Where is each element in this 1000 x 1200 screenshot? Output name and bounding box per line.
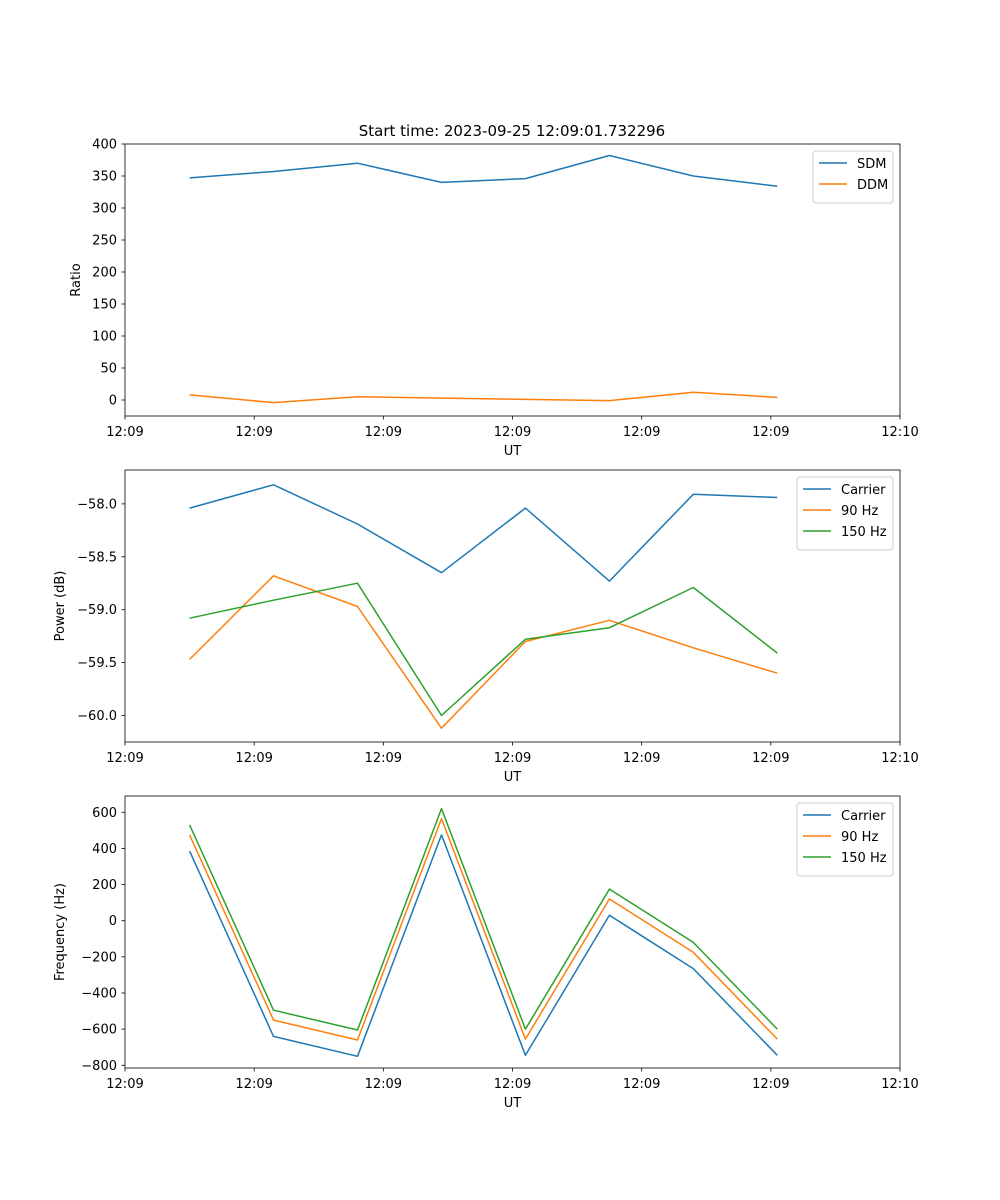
x-tick-label: 12:09 [494,751,531,766]
axes-frame [124,143,901,417]
subplot-2: 12:09 12:09 12:09 12:09 12:09 12:09 12:10 UT −60… [53,469,919,785]
y-tick-label: −800 [81,1059,117,1074]
y-tick-label: −59.0 [77,603,117,618]
y-tick-label: 350 [92,170,117,185]
x-tick-label: 12:09 [623,1077,660,1092]
y-axis: −800 −600 −400 −200 0 200 400 600 Frequency (Hz) [53,806,125,1074]
x-tick-label: 12:09 [494,425,531,440]
legend-label-150-hz: 150 Hz [841,851,887,866]
y-axis: 0 50 100 150 200 250 300 350 400 Ratio [69,138,125,409]
y-tick-label: 400 [92,138,117,153]
y-axis-label: Frequency (Hz) [53,883,68,981]
y-tick-label: 0 [109,914,117,929]
y-axis-label: Power (dB) [53,571,68,642]
legend-label-carrier: Carrier [841,809,886,824]
x-tick-label: 12:10 [881,751,918,766]
legend: Carrier 90 Hz 150 Hz [796,476,894,551]
x-tick-label: 12:09 [365,425,402,440]
y-tick-label: 100 [92,330,117,345]
series-line-90-hz [189,575,778,729]
legend-label-ddm: DDM [857,178,888,193]
x-axis-label: UT [504,444,522,459]
series-line-sdm [189,154,778,187]
y-tick-label: 400 [92,842,117,857]
legend-label-90-hz: 90 Hz [841,504,878,519]
y-tick-label: 250 [92,234,117,249]
y-tick-label: −59.5 [77,656,117,671]
series-line-90-hz [188,817,778,1041]
y-tick-label: 0 [109,394,117,409]
legend-label-150-hz: 150 Hz [841,525,887,540]
legend-label-90-hz: 90 Hz [841,830,878,845]
y-axis: −60.0 −59.5 −59.0 −58.5 −58.0 Power (dB) [53,497,125,724]
x-tick-label: 12:09 [106,425,143,440]
y-tick-label: −58.0 [77,497,117,512]
y-tick-label: 300 [92,202,117,217]
series-line-ddm [189,391,778,404]
subplot-3: 12:09 12:09 12:09 12:09 12:09 12:09 12:10 UT −80… [53,795,919,1111]
chart-title: Start time: 2023-09-25 12:09:01.732296 [359,122,665,140]
y-tick-label: 50 [100,362,117,377]
x-tick-label: 12:10 [881,1077,918,1092]
x-tick-label: 12:09 [623,751,660,766]
y-axis-label: Ratio [69,263,84,296]
x-axis-label: UT [504,770,522,785]
legend: Carrier 90 Hz 150 Hz [796,802,894,877]
y-tick-label: 150 [92,298,117,313]
y-tick-label: −200 [81,950,117,965]
legend-label-carrier: Carrier [841,483,886,498]
y-tick-label: 200 [92,878,117,893]
subplots: 12:09 12:09 12:09 12:09 12:09 12:09 12:10 UT 0 50… [53,138,919,1112]
series-group [189,484,778,729]
series-line-carrier [188,834,778,1058]
x-axis: 12:09 12:09 12:09 12:09 12:09 12:09 12:10 UT [106,416,919,459]
axes-frame [124,469,901,743]
x-axis: 12:09 12:09 12:09 12:09 12:09 12:09 12:10 UT [106,742,919,785]
x-tick-label: 12:09 [106,1077,143,1092]
series-line-150-hz [189,582,778,717]
y-tick-label: 600 [92,806,117,821]
y-tick-label: −400 [81,986,117,1001]
x-tick-label: 12:09 [494,1077,531,1092]
series-line-carrier [189,484,778,582]
legend-frame [812,150,894,204]
x-tick-label: 12:09 [235,425,272,440]
series-group [188,807,778,1058]
legend: SDM DDM [812,150,894,204]
subplot-1: 12:09 12:09 12:09 12:09 12:09 12:09 12:10 UT 0 50… [69,138,919,460]
y-tick-label: 200 [92,266,117,281]
x-tick-label: 12:09 [235,751,272,766]
axes-frame [124,795,901,1069]
x-tick-label: 12:09 [752,1077,789,1092]
y-tick-label: −58.5 [77,550,117,565]
x-tick-label: 12:09 [752,425,789,440]
x-axis-label: UT [504,1096,522,1111]
x-tick-label: 12:10 [881,425,918,440]
x-tick-label: 12:09 [365,751,402,766]
legend-label-sdm: SDM [857,157,886,172]
x-axis: 12:09 12:09 12:09 12:09 12:09 12:09 12:10 UT [106,1068,919,1111]
x-tick-label: 12:09 [365,1077,402,1092]
series-line-150-hz [188,807,778,1031]
x-tick-label: 12:09 [106,751,143,766]
x-tick-label: 12:09 [235,1077,272,1092]
series-group [189,154,778,404]
x-tick-label: 12:09 [623,425,660,440]
y-tick-label: −60.0 [77,709,117,724]
x-tick-label: 12:09 [752,751,789,766]
y-tick-label: −600 [81,1023,117,1038]
